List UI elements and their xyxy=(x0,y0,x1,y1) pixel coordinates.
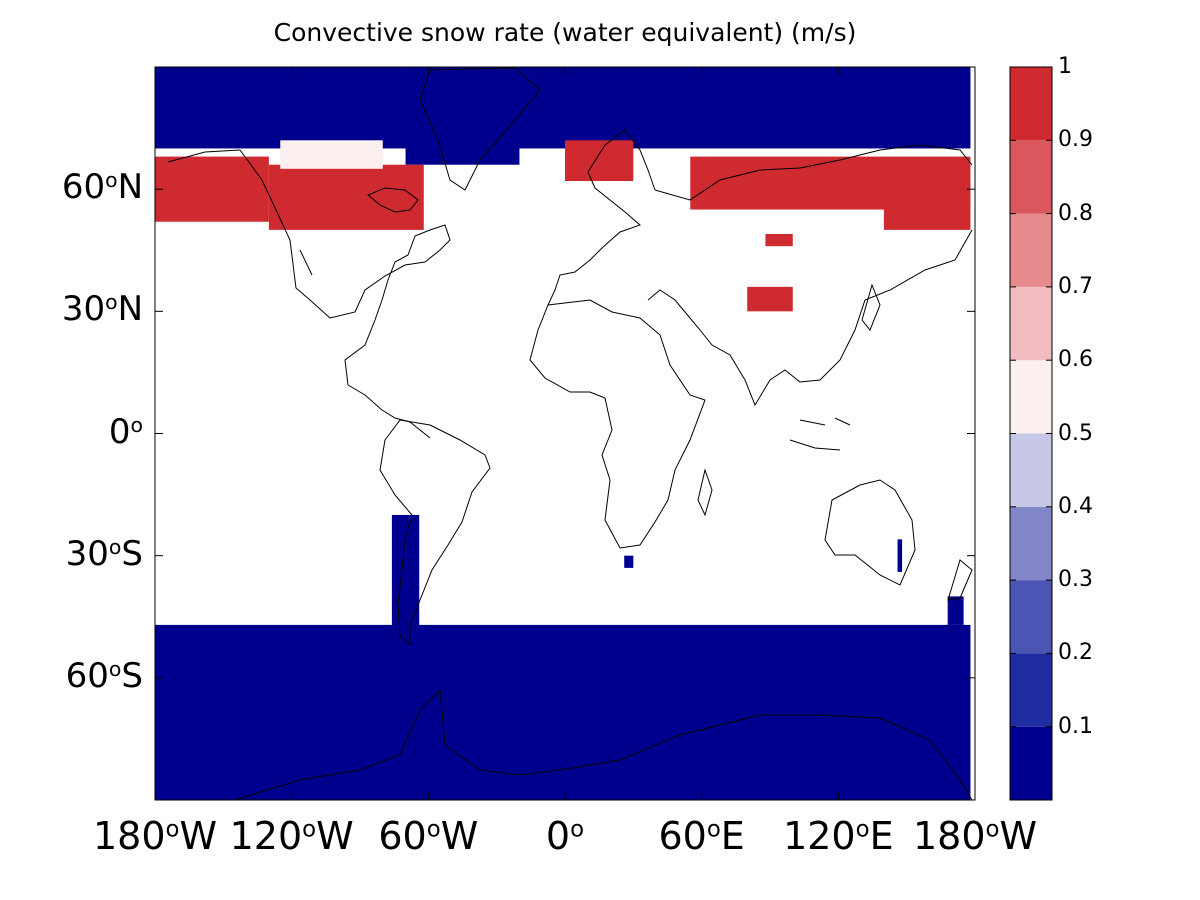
coastline-indonesia xyxy=(790,418,850,450)
colorbar-segment xyxy=(1010,727,1052,800)
x-tick-label: 180oW xyxy=(93,814,217,858)
map-region-east-siberia-belt xyxy=(884,181,971,230)
map-region-new-zealand-patch xyxy=(948,596,964,625)
colorbar-tick-label: 0.8 xyxy=(1058,201,1093,226)
colorbar-tick-label: 0.3 xyxy=(1058,567,1093,592)
y-tick-label: 60oN xyxy=(62,167,143,207)
map-region-mongolia-patch xyxy=(765,234,792,246)
coastline-new-zealand xyxy=(948,560,972,600)
x-tick-label: 60oW xyxy=(378,814,478,858)
map-region-east-australia-patch xyxy=(898,539,903,572)
colorbar-segment xyxy=(1010,507,1052,580)
y-tick-label: 60oS xyxy=(66,656,143,696)
map-region-scandinavia-belt xyxy=(565,140,633,181)
colorbar-tick-label: 0.5 xyxy=(1058,421,1093,446)
colorbar-tick-label: 1 xyxy=(1058,54,1072,79)
y-tick-label: 30oN xyxy=(62,289,143,329)
colorbar-segment xyxy=(1010,214,1052,287)
chart-title: Convective snow rate (water equivalent) … xyxy=(155,18,975,47)
colorbar xyxy=(1010,67,1052,800)
colorbar-segment xyxy=(1010,140,1052,213)
colorbar-segment xyxy=(1010,653,1052,726)
colorbar-tick-label: 0.7 xyxy=(1058,274,1093,299)
colorbar-tick-label: 0.2 xyxy=(1058,640,1093,665)
y-tick-label: 30oS xyxy=(66,534,143,574)
map-layer xyxy=(155,67,970,800)
colorbar-tick-label: 0.4 xyxy=(1058,494,1093,519)
map-region-tibet-patch xyxy=(747,287,793,311)
coastline-africa xyxy=(530,300,705,548)
x-tick-label: 120oE xyxy=(783,814,894,858)
colorbar-segment xyxy=(1010,360,1052,433)
x-tick-label: 60oE xyxy=(658,814,744,858)
map-region-canada-transition xyxy=(280,140,383,169)
y-tick-label: 0o xyxy=(109,412,143,452)
colorbar-tick-label: 0.6 xyxy=(1058,347,1093,372)
map-region-southern-ocean-antarctica xyxy=(155,625,970,800)
colorbar-segment xyxy=(1010,580,1052,653)
colorbar-segment xyxy=(1010,67,1052,140)
colorbar-segment xyxy=(1010,287,1052,360)
colorbar-segment xyxy=(1010,434,1052,507)
coastline-japan xyxy=(862,285,880,330)
x-tick-label: 180oW xyxy=(913,814,1037,858)
map-region-southern-africa-patch xyxy=(624,556,633,568)
x-tick-label: 120oW xyxy=(230,814,354,858)
x-tick-label: 0o xyxy=(546,814,584,858)
map-region-greenland xyxy=(406,67,520,165)
colorbar-tick-label: 0.9 xyxy=(1058,127,1093,152)
map-region-arctic-ocean xyxy=(155,67,970,148)
coastline-madagascar xyxy=(698,470,712,515)
map-region-canada-belt xyxy=(269,165,424,230)
colorbar-tick-label: 0.1 xyxy=(1058,714,1093,739)
